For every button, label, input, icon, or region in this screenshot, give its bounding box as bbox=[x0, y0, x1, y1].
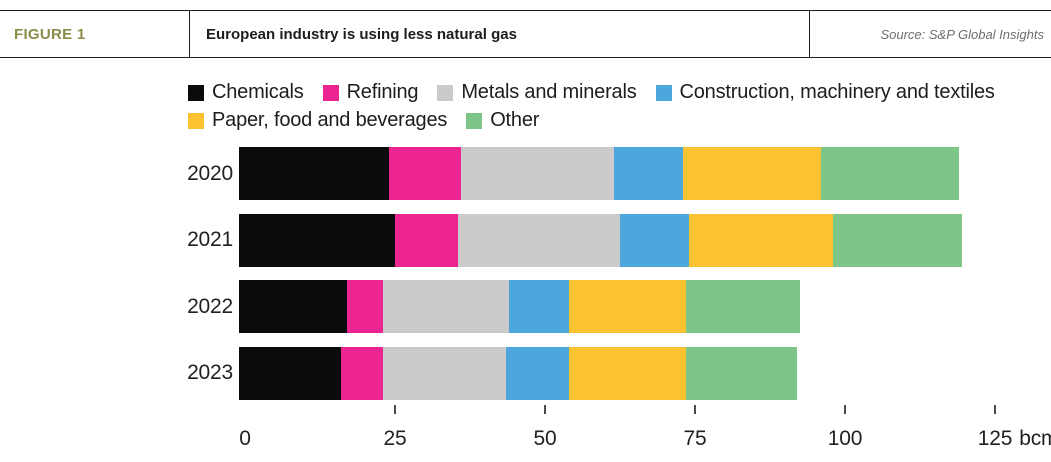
bar-segment bbox=[620, 213, 689, 267]
year-label: 2021 bbox=[187, 228, 233, 251]
bar-segment bbox=[833, 213, 962, 267]
legend-swatch-icon bbox=[437, 84, 454, 101]
legend-label: Metals and minerals bbox=[461, 81, 637, 103]
bar-segment bbox=[461, 147, 614, 200]
bar-row: 2021 bbox=[0, 213, 1051, 267]
figure-source: Source: S&P Global Insights bbox=[880, 26, 1044, 42]
legend-label: Paper, food and beverages bbox=[212, 109, 448, 131]
legend-item: Chemicals bbox=[188, 82, 304, 103]
figure-label: FIGURE 1 bbox=[14, 25, 86, 43]
legend-item: Refining bbox=[322, 81, 419, 103]
x-tick-label: 25 bbox=[383, 427, 407, 450]
legend-label: Chemicals bbox=[212, 81, 304, 103]
bar-segment bbox=[506, 346, 569, 400]
bar-segment bbox=[683, 147, 821, 200]
legend-item: Metals and minerals bbox=[437, 81, 637, 103]
figure-label-cell: FIGURE 1 bbox=[0, 11, 190, 57]
bar-segment bbox=[569, 280, 686, 333]
bar-segment bbox=[383, 280, 509, 333]
bar-row: 2022 bbox=[0, 280, 1051, 333]
bar-segment bbox=[239, 346, 341, 400]
chart-rows: 2020 2021 2022 2023 bbox=[0, 147, 1051, 400]
x-tick-mark bbox=[994, 405, 996, 414]
legend-swatch-icon bbox=[188, 84, 204, 101]
legend-label: Other bbox=[490, 109, 540, 131]
bar-segment bbox=[239, 147, 389, 200]
bar-segment bbox=[395, 213, 458, 267]
legend-label: Refining bbox=[346, 81, 419, 103]
bar-row: 2020 bbox=[0, 147, 1051, 200]
stacked-bar bbox=[239, 280, 800, 333]
bar-segment bbox=[821, 147, 959, 200]
bar-segment bbox=[614, 147, 683, 200]
bar-segment bbox=[383, 346, 506, 400]
bar-segment bbox=[686, 280, 800, 333]
legend-swatch-icon bbox=[188, 112, 204, 129]
stacked-bar bbox=[239, 147, 959, 200]
bar-segment bbox=[347, 280, 383, 333]
bar-segment bbox=[689, 213, 833, 267]
legend-swatch-icon bbox=[655, 84, 672, 101]
figure-source-cell: Source: S&P Global Insights bbox=[810, 11, 1051, 57]
bar-segment bbox=[239, 213, 395, 267]
chart-legend: Chemicals Refining Metals and minerals Cons… bbox=[188, 82, 1050, 131]
x-tick-mark bbox=[844, 405, 846, 414]
legend-item: Other bbox=[466, 110, 539, 131]
x-tick-label: 100 bbox=[827, 427, 863, 450]
bar-segment bbox=[458, 213, 620, 267]
legend-item: Paper, food and beverages bbox=[188, 110, 447, 131]
bar-segment bbox=[341, 346, 383, 400]
bar-segment bbox=[389, 147, 461, 200]
x-tick-label: 75 bbox=[683, 427, 707, 450]
bar-segment bbox=[686, 346, 797, 400]
legend-item: Construction, machinery and textiles bbox=[655, 81, 995, 103]
stacked-bar bbox=[239, 213, 962, 267]
legend-swatch-icon bbox=[466, 112, 483, 129]
year-label: 2022 bbox=[187, 294, 233, 318]
legend-label: Construction, machinery and textiles bbox=[679, 81, 995, 103]
x-tick-label: 0 bbox=[239, 427, 251, 450]
figure-header: FIGURE 1 European industry is using less… bbox=[0, 10, 1051, 58]
year-label: 2020 bbox=[187, 161, 233, 185]
year-label: 2023 bbox=[187, 361, 233, 384]
stacked-bar bbox=[239, 346, 797, 400]
x-tick-label: 125 bcm bbox=[978, 427, 1051, 451]
x-axis-unit: bcm bbox=[1019, 427, 1051, 450]
figure-title: European industry is using less natural … bbox=[206, 25, 517, 43]
x-tick-mark bbox=[544, 405, 546, 414]
x-tick-mark bbox=[394, 405, 396, 414]
bar-segment bbox=[509, 280, 569, 333]
bar-segment bbox=[569, 346, 686, 400]
x-tick-label: 50 bbox=[533, 427, 557, 450]
legend-swatch-icon bbox=[322, 84, 339, 101]
bar-segment bbox=[239, 280, 347, 333]
x-tick-mark bbox=[694, 405, 696, 414]
figure-title-cell: European industry is using less natural … bbox=[190, 11, 810, 57]
bar-row: 2023 bbox=[0, 346, 1051, 400]
